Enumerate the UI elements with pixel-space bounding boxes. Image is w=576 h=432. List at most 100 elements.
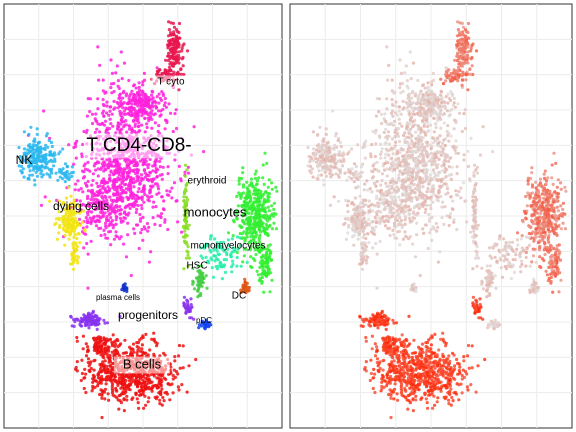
- cell-point: [440, 216, 444, 220]
- cell-point: [33, 183, 37, 187]
- cell-point: [387, 184, 391, 188]
- cell-point: [72, 162, 76, 166]
- cell-point: [390, 137, 395, 141]
- cell-point: [367, 217, 371, 221]
- cell-point: [135, 194, 139, 198]
- cell-point: [390, 78, 394, 82]
- cell-point: [81, 190, 85, 194]
- cell-point: [113, 353, 117, 357]
- cell-point: [110, 112, 114, 116]
- cell-point: [153, 222, 157, 226]
- cell-point: [130, 160, 134, 164]
- cell-point: [442, 163, 446, 167]
- cell-point: [99, 233, 103, 238]
- cell-point: [85, 321, 89, 325]
- cell-point: [405, 101, 409, 106]
- cell-point: [447, 114, 451, 118]
- cell-point: [383, 224, 388, 228]
- cell-point: [103, 321, 107, 325]
- cell-point: [121, 106, 125, 110]
- cell-point: [385, 200, 389, 204]
- cell-point: [111, 124, 115, 128]
- cell-point: [462, 112, 466, 116]
- cell-point: [67, 185, 71, 189]
- cell-point: [375, 189, 379, 193]
- cell-point: [183, 174, 187, 178]
- cell-point: [83, 181, 87, 185]
- cell-point: [163, 218, 167, 222]
- cell-point: [138, 219, 142, 223]
- cell-point: [160, 212, 164, 216]
- cell-point: [419, 105, 423, 110]
- cell-point: [133, 231, 137, 235]
- cell-point: [112, 223, 116, 227]
- cell-point: [397, 105, 401, 109]
- cell-point: [116, 167, 121, 171]
- cell-point: [167, 65, 172, 69]
- cell-point: [194, 276, 199, 280]
- cell-point: [415, 175, 420, 179]
- cell-point: [391, 152, 395, 156]
- cell-point: [36, 141, 41, 145]
- cell-point: [401, 99, 405, 103]
- cell-point: [444, 156, 448, 160]
- cell-point: [410, 156, 414, 160]
- cell-point: [391, 103, 395, 108]
- cell-point: [356, 143, 360, 147]
- cell-point: [152, 200, 156, 204]
- cell-point: [108, 222, 112, 226]
- cell-point: [166, 43, 170, 47]
- cell-point: [431, 184, 435, 188]
- cell-point: [122, 109, 126, 113]
- cell-point: [130, 128, 134, 132]
- cell-point: [165, 392, 169, 396]
- cell-point: [120, 174, 124, 178]
- cell-point: [416, 124, 420, 128]
- cell-point: [252, 204, 256, 209]
- cluster-label: dying cells: [53, 199, 109, 213]
- cell-point: [173, 359, 177, 363]
- cell-point: [93, 344, 97, 348]
- cell-point: [450, 165, 454, 169]
- cell-point: [266, 185, 270, 189]
- cell-point: [201, 271, 205, 275]
- cell-point: [446, 191, 450, 195]
- cell-point: [386, 149, 390, 153]
- cell-point: [94, 119, 98, 123]
- cell-point: [138, 182, 142, 186]
- cell-point: [180, 383, 184, 387]
- cell-point: [134, 223, 139, 227]
- cell-point: [239, 225, 243, 229]
- cell-point: [65, 218, 69, 222]
- cell-point: [175, 199, 179, 203]
- cell-point: [86, 348, 90, 352]
- cell-point: [442, 152, 447, 156]
- cell-point: [114, 192, 118, 196]
- cell-point: [245, 197, 249, 201]
- cell-point: [226, 231, 231, 235]
- cell-point: [41, 155, 45, 159]
- cell-point: [148, 191, 152, 195]
- cell-point: [118, 92, 123, 96]
- cell-point: [75, 198, 79, 202]
- cell-point: [187, 364, 191, 368]
- cell-point: [97, 78, 101, 82]
- cell-point: [101, 89, 105, 93]
- cell-point: [239, 264, 243, 268]
- cell-point: [107, 113, 111, 117]
- cell-point: [447, 165, 451, 169]
- cell-point: [403, 214, 407, 219]
- cell-point: [459, 186, 463, 190]
- cell-point: [122, 112, 126, 116]
- cell-point: [431, 71, 435, 75]
- cell-point: [139, 93, 143, 97]
- cluster-label: monocytes: [184, 204, 247, 219]
- cell-point: [448, 215, 452, 220]
- cell-point: [155, 175, 159, 179]
- cell-point: [434, 173, 438, 177]
- cell-point: [466, 149, 470, 153]
- cell-point: [401, 237, 405, 241]
- cell-point: [393, 90, 397, 94]
- cell-point: [254, 200, 258, 204]
- cell-point: [171, 129, 175, 134]
